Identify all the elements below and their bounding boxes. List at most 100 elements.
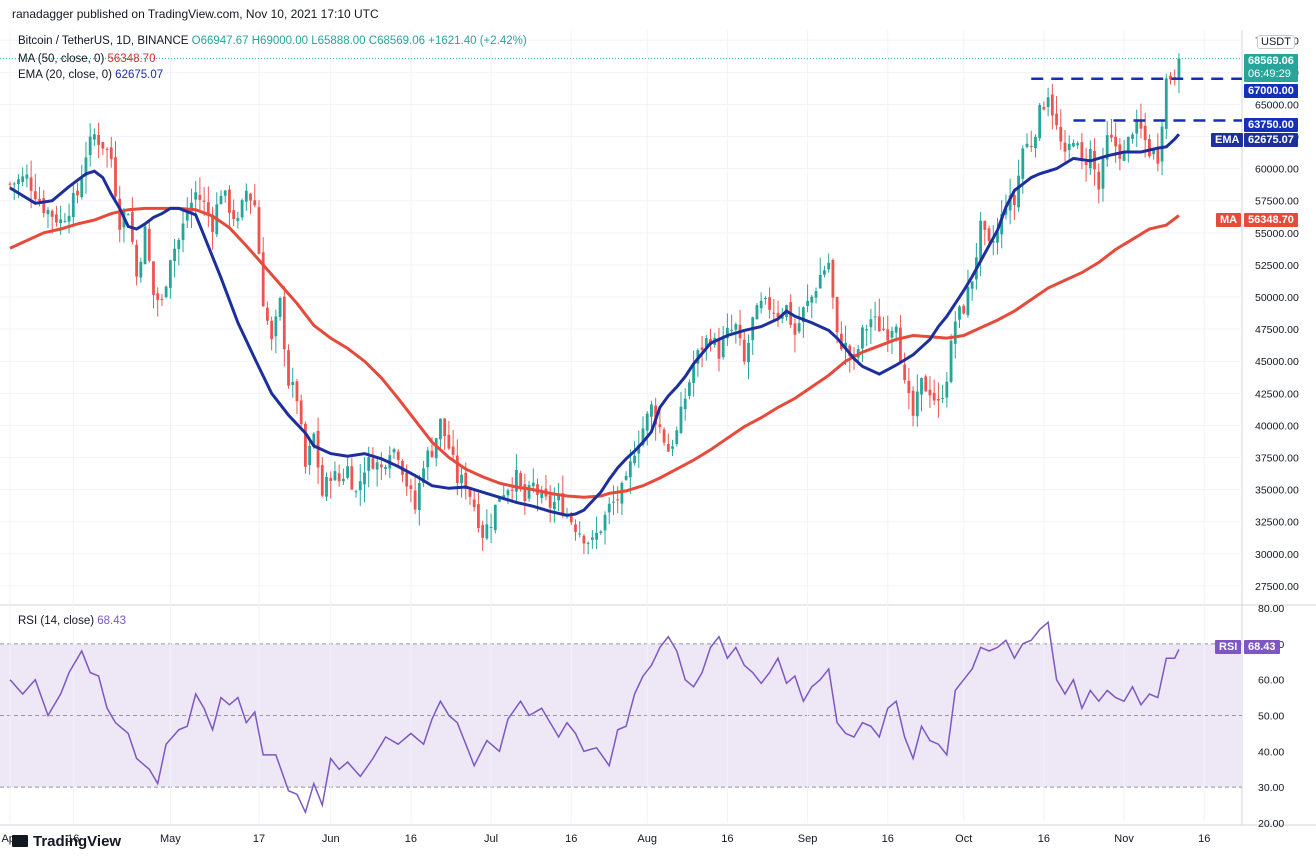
candle-up: [641, 428, 645, 445]
ohlc-values: O66947.67 H69000.00 L65888.00 C68569.06 …: [191, 35, 527, 47]
candle-down: [114, 157, 117, 197]
candle-up: [734, 324, 738, 330]
rsi-tick-label: 60.00: [1258, 675, 1284, 687]
candle-down: [1169, 75, 1172, 80]
candle-up: [240, 200, 244, 218]
candle-down: [304, 423, 307, 467]
candle-up: [721, 338, 725, 358]
candle-up: [12, 183, 16, 185]
tradingview-logo[interactable]: TradingView: [12, 833, 121, 850]
rsi-line: [9, 620, 1180, 815]
candle-up: [333, 471, 337, 481]
candle-down: [1084, 162, 1088, 165]
time-tick-label: 17: [253, 833, 265, 845]
candle-up: [1177, 58, 1181, 80]
candle-up: [515, 469, 518, 492]
candle-up: [801, 307, 805, 322]
candle-down: [430, 450, 434, 457]
candle-up: [354, 491, 358, 493]
candle-down: [835, 297, 839, 333]
candle-up: [1000, 213, 1004, 235]
currency-button[interactable]: USDT: [1257, 35, 1295, 49]
candle-down: [911, 390, 915, 416]
candle-up: [603, 514, 607, 531]
candle-up: [312, 433, 316, 447]
candle-up: [426, 450, 430, 468]
candle-up: [219, 195, 223, 205]
time-tick-label: 16: [67, 833, 79, 845]
candle-down: [924, 376, 928, 392]
symbol-name: Bitcoin / TetherUS, 1D, BINANCE: [18, 35, 189, 47]
candle-up: [181, 223, 185, 241]
time-tick-label: 16: [1198, 833, 1210, 845]
rsi-tick-label: 30.00: [1258, 782, 1284, 794]
ma-axis-name: MA: [1216, 213, 1242, 227]
candle-down: [1055, 113, 1058, 126]
candle-up: [1160, 126, 1164, 162]
candle-up: [763, 297, 767, 300]
candle-up: [1135, 120, 1139, 134]
candle-up: [502, 495, 506, 499]
candle-down: [282, 296, 286, 350]
candle-up: [945, 381, 949, 398]
candle-up: [894, 326, 898, 333]
candle-down: [928, 389, 932, 396]
candle-down: [1063, 142, 1067, 152]
time-tick-label: Oct: [955, 833, 972, 845]
level-67000-tag: 67000.00: [1244, 84, 1298, 98]
candle-up: [84, 157, 88, 177]
candle-down: [232, 210, 236, 220]
price-tick-label: 30000.00: [1255, 549, 1299, 561]
candle-down: [877, 316, 881, 332]
candle-up: [814, 291, 818, 298]
candle-down: [118, 198, 122, 230]
candle-up: [244, 190, 248, 202]
candle-up: [392, 449, 396, 453]
candle-up: [552, 501, 556, 510]
candle-down: [886, 329, 890, 341]
ma-line-group: [9, 206, 1180, 499]
candle-up: [628, 461, 632, 478]
candle-down: [50, 210, 54, 217]
candle-down: [76, 190, 79, 196]
price-tick-label: 52500.00: [1255, 260, 1299, 272]
time-axis-ticks: Apr 16 May 17 Jun 16 Jul 16 Aug 16 Sep 16 Oct 16 Nov 16: [1, 833, 1210, 845]
rsi-axis-name: RSI: [1215, 640, 1242, 654]
candle-up: [823, 270, 826, 275]
candle-up: [489, 526, 493, 528]
candle-up: [341, 478, 345, 482]
rsi-legend[interactable]: RSI (14, close) 68.43: [18, 615, 126, 627]
candle-up: [633, 455, 636, 464]
candle-down: [1080, 142, 1084, 160]
candle-down: [464, 472, 468, 490]
candle-up: [485, 524, 489, 539]
time-tick-label: Jul: [484, 833, 498, 845]
symbol-legend[interactable]: Bitcoin / TetherUS, 1D, BINANCE O66947.6…: [18, 35, 527, 47]
candle-up: [586, 542, 590, 544]
price-tick-label: 35000.00: [1255, 485, 1299, 497]
ma-axis-value: 56348.70: [1244, 213, 1298, 227]
ma-legend[interactable]: MA (50, close, 0) 56348.70: [18, 53, 155, 65]
time-tick-label: 16: [565, 833, 577, 845]
candle-up: [1105, 135, 1109, 160]
horizontal-levels[interactable]: [0, 58, 1242, 122]
ema-legend[interactable]: EMA (20, close, 0) 62675.07: [18, 69, 163, 81]
rsi-legend-label: RSI (14, close): [18, 615, 95, 627]
candle-up: [688, 382, 691, 396]
candle-down: [206, 202, 210, 215]
candle-down: [962, 305, 966, 314]
ema-line: [9, 133, 1181, 517]
rsi-line-group: [9, 620, 1180, 815]
candle-up: [63, 221, 67, 223]
candle-down: [717, 339, 721, 359]
candle-down: [55, 214, 58, 223]
candle-up: [527, 485, 531, 499]
candle-down: [202, 200, 206, 202]
candle-down: [253, 200, 257, 206]
candle-down: [937, 398, 940, 401]
candle-down: [472, 499, 476, 508]
candle-down: [987, 228, 991, 241]
candle-down: [371, 458, 375, 469]
candle-up: [59, 219, 63, 224]
